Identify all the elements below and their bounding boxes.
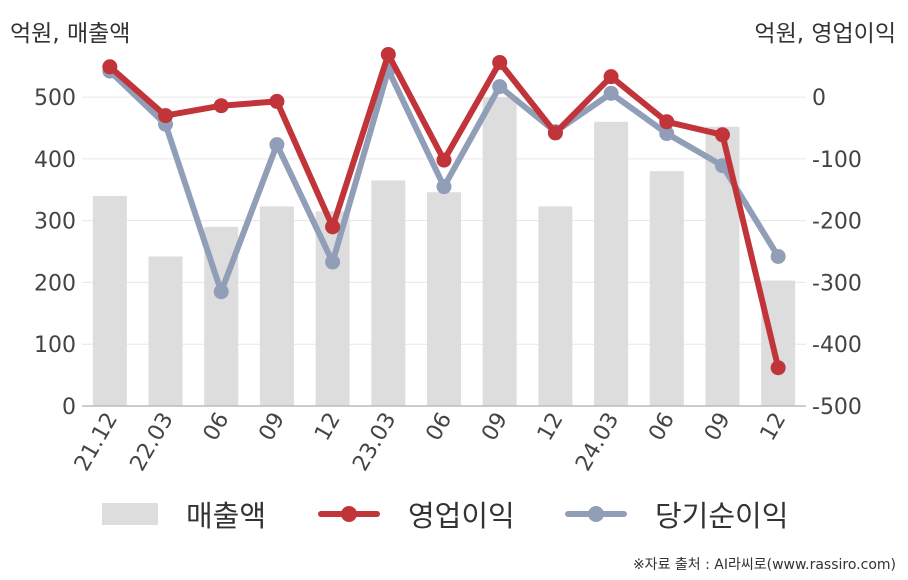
x-tick-label: 12 bbox=[756, 409, 792, 446]
bar-revenue bbox=[148, 256, 183, 406]
legend-swatch-operating-profit bbox=[318, 503, 380, 525]
point-net-income bbox=[770, 248, 786, 264]
x-tick-label: 09 bbox=[477, 409, 513, 446]
x-tick-label: 06 bbox=[422, 409, 458, 446]
left-axis-unit: 억원, 매출액 bbox=[10, 21, 131, 47]
left-tick-label: 0 bbox=[62, 395, 76, 420]
bar-revenue bbox=[371, 180, 406, 406]
bar-revenue bbox=[92, 195, 127, 406]
point-operating-profit bbox=[603, 69, 619, 85]
right-axis-unit: 억원, 영업이익 bbox=[754, 21, 896, 47]
bar-revenue bbox=[649, 171, 684, 406]
legend-item-net-income: 당기순이익 bbox=[565, 492, 788, 536]
chart-legend: 매출액 영업이익 당기순이익 bbox=[0, 492, 908, 536]
right-tick-label: -400 bbox=[812, 333, 862, 358]
x-tick-label: 06 bbox=[199, 409, 235, 446]
bar-revenue bbox=[594, 121, 629, 407]
x-tick-label: 22.03 bbox=[126, 409, 179, 476]
point-operating-profit bbox=[770, 360, 786, 376]
right-tick-label: -300 bbox=[812, 271, 862, 296]
point-operating-profit bbox=[158, 108, 174, 124]
left-tick-label: 200 bbox=[34, 271, 76, 296]
point-net-income bbox=[436, 179, 452, 195]
legend-label-operating-profit: 영업이익 bbox=[408, 499, 515, 533]
bar-revenue bbox=[427, 192, 461, 406]
source-note: ※자료 출처 : AI라씨로(www.rassiro.com) bbox=[632, 557, 896, 573]
left-tick-label: 500 bbox=[34, 86, 76, 111]
point-net-income bbox=[269, 137, 285, 153]
x-tick-label: 12 bbox=[533, 409, 569, 446]
legend-swatch-revenue bbox=[102, 503, 158, 525]
point-operating-profit bbox=[380, 46, 396, 62]
legend-label-revenue: 매출액 bbox=[186, 499, 267, 533]
bar-revenue bbox=[482, 97, 517, 407]
point-operating-profit bbox=[659, 114, 675, 130]
bar-revenue bbox=[761, 280, 796, 406]
x-tick-label: 09 bbox=[700, 409, 736, 446]
point-operating-profit bbox=[213, 98, 229, 114]
legend-label-net-income: 당기순이익 bbox=[655, 499, 789, 533]
bar-revenue bbox=[538, 206, 573, 406]
point-net-income bbox=[603, 85, 619, 101]
point-operating-profit bbox=[714, 127, 730, 143]
point-net-income bbox=[659, 126, 675, 142]
legend-item-operating-profit: 영업이익 bbox=[318, 492, 515, 536]
point-net-income bbox=[325, 254, 341, 270]
x-tick-label: 21.12 bbox=[70, 409, 123, 476]
x-tick-label: 06 bbox=[644, 409, 680, 446]
legend-swatch-net-income bbox=[565, 503, 627, 525]
x-tick-label: 24.03 bbox=[571, 409, 624, 476]
legend-item-revenue: 매출액 bbox=[102, 492, 266, 536]
right-tick-label: 0 bbox=[812, 86, 826, 111]
point-operating-profit bbox=[436, 152, 452, 168]
point-operating-profit bbox=[102, 59, 118, 75]
bar-revenue bbox=[259, 206, 294, 406]
x-tick-label: 09 bbox=[254, 409, 290, 446]
x-tick-label: 12 bbox=[310, 409, 346, 446]
right-tick-label: -100 bbox=[812, 148, 862, 173]
point-operating-profit bbox=[492, 54, 508, 70]
point-operating-profit bbox=[269, 93, 285, 109]
right-tick-label: -200 bbox=[812, 210, 862, 235]
left-tick-label: 400 bbox=[34, 148, 76, 173]
point-operating-profit bbox=[325, 219, 341, 235]
left-tick-label: 100 bbox=[34, 333, 76, 358]
point-operating-profit bbox=[547, 125, 563, 141]
left-tick-label: 300 bbox=[34, 210, 76, 235]
point-net-income bbox=[213, 284, 229, 300]
right-tick-label: -500 bbox=[812, 395, 862, 420]
x-tick-label: 23.03 bbox=[348, 409, 401, 476]
point-net-income bbox=[492, 79, 508, 95]
combo-chart: 0100200300400500-500-400-300-200-100021.… bbox=[34, 46, 862, 476]
